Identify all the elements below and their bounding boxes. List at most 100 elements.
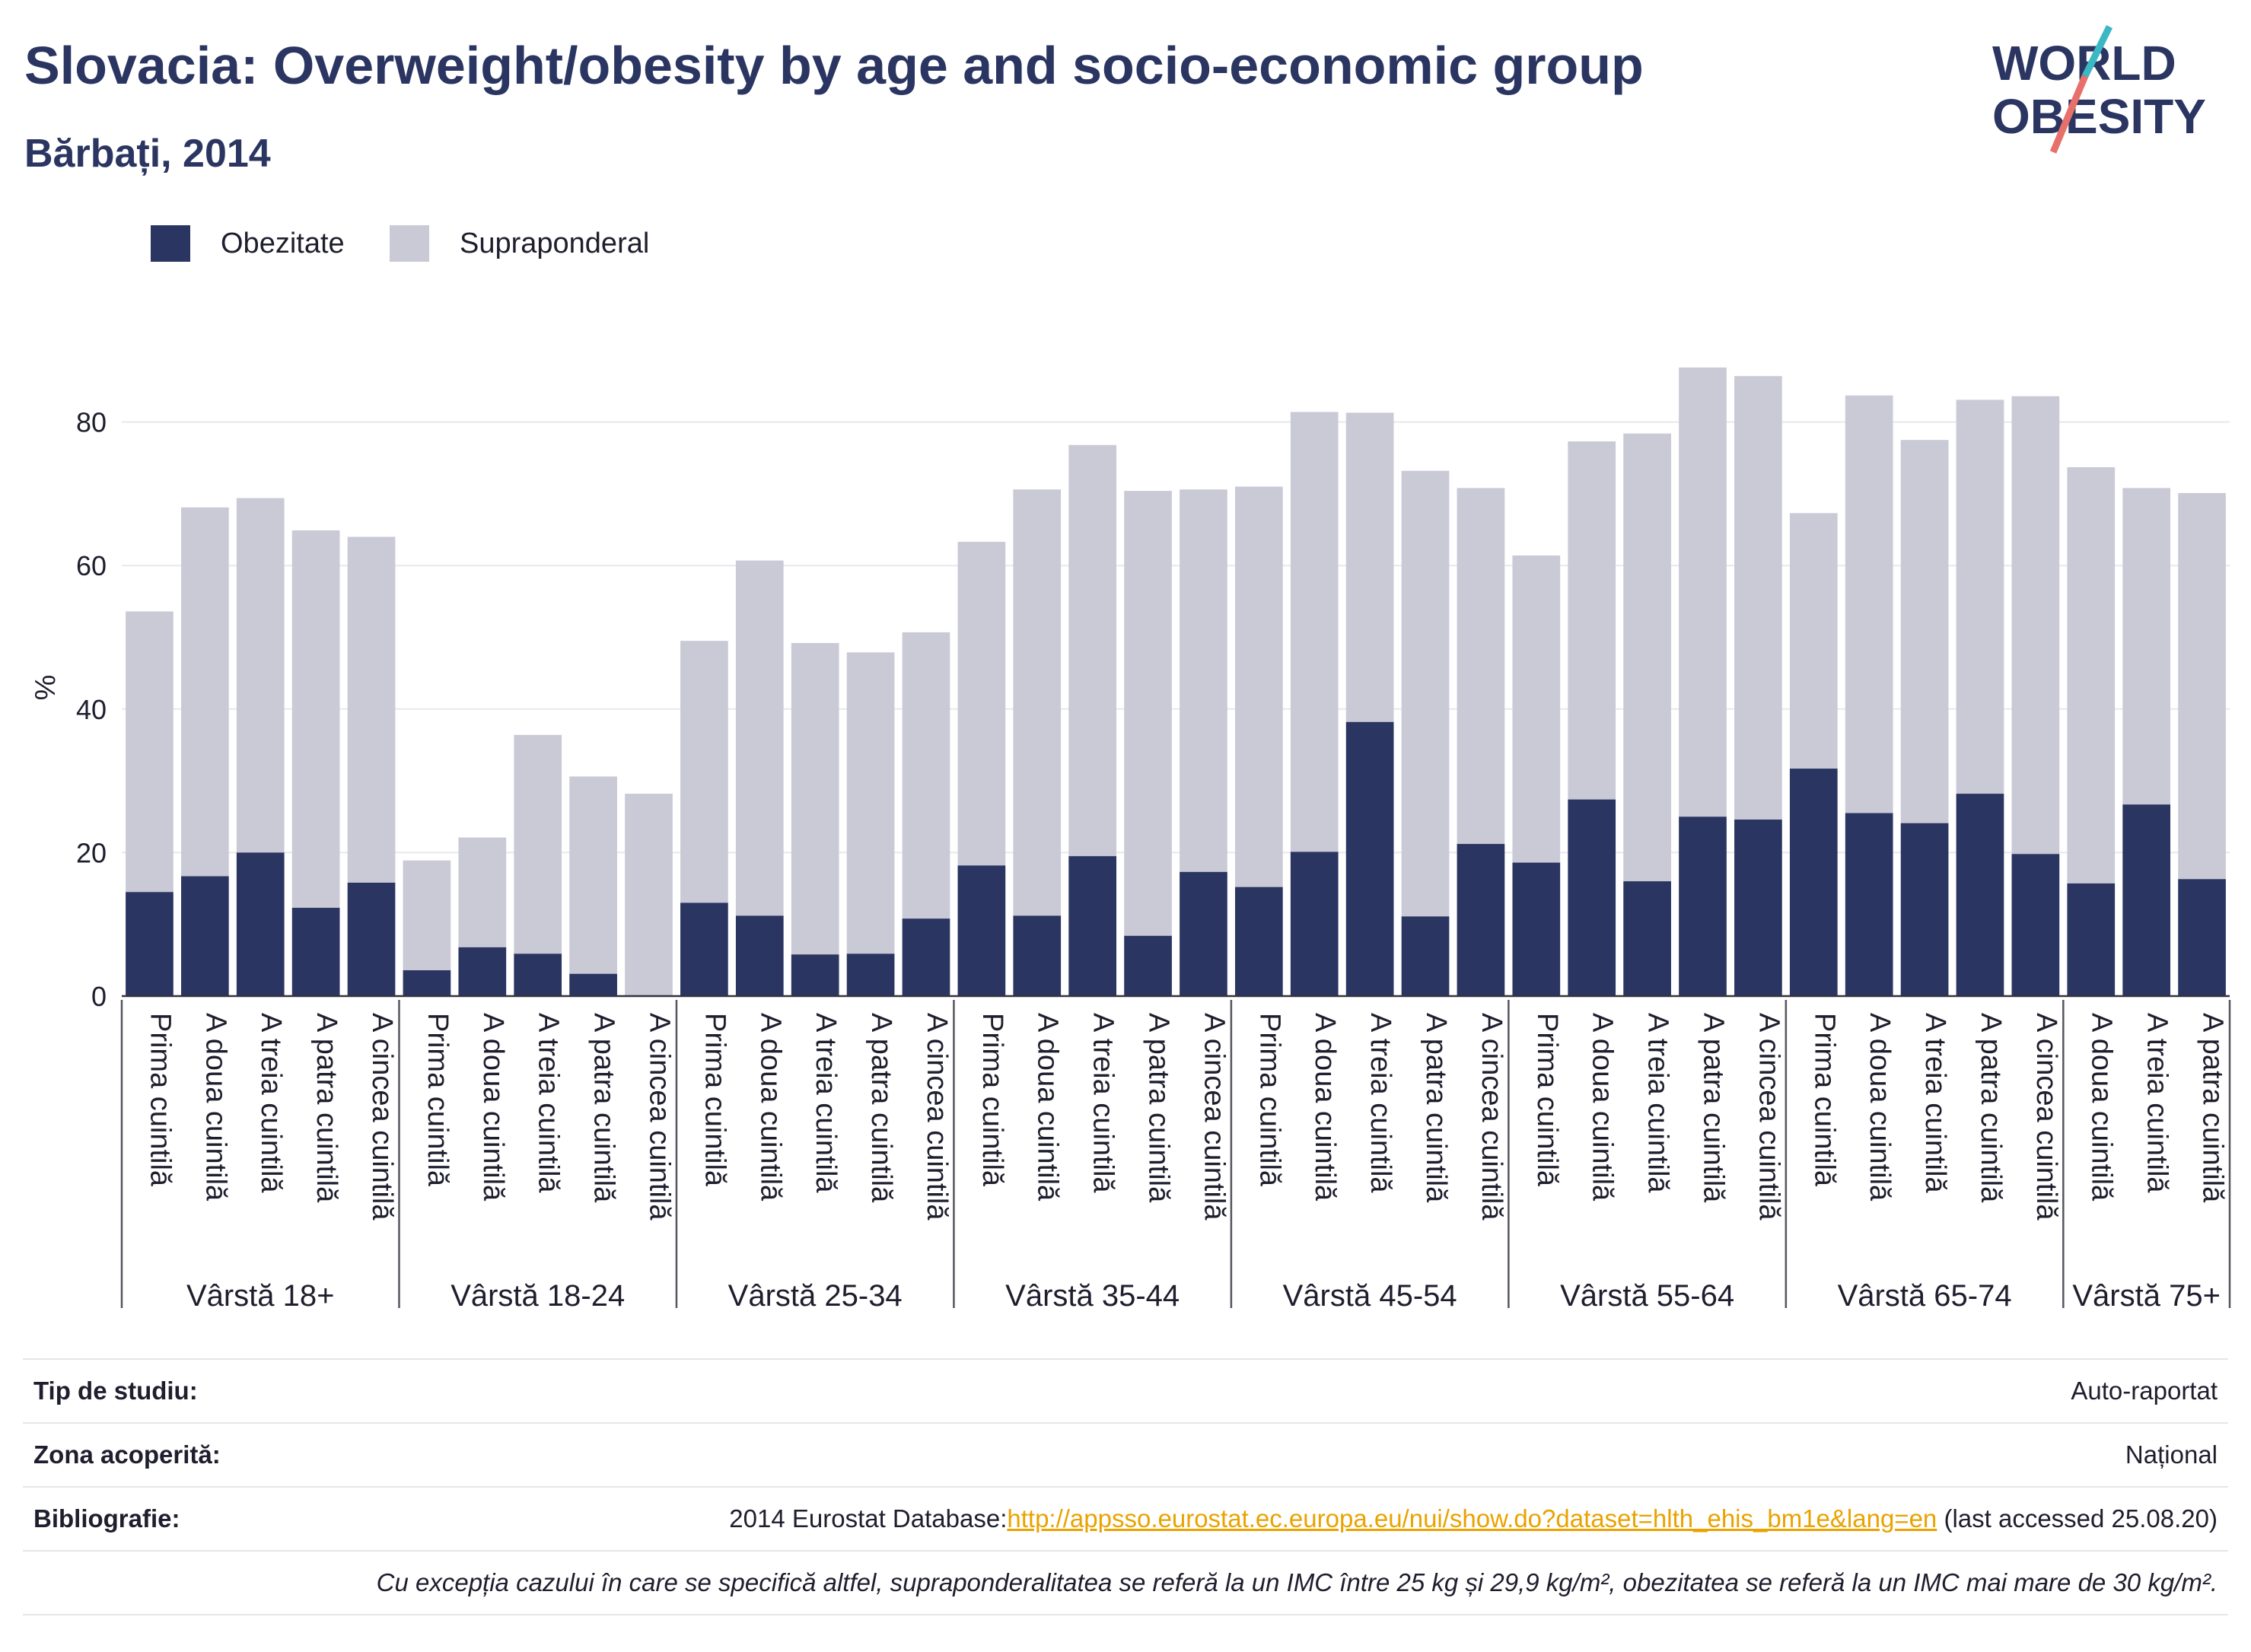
- x-category-label: A patra cuintilă: [588, 1013, 620, 1203]
- bar-obesity: [957, 865, 1006, 996]
- x-category-label: Prima cuintilă: [144, 1013, 176, 1187]
- info-row-note: Cu excepția cazului în care se specifică…: [23, 1552, 2228, 1615]
- y-tick-label: 40: [76, 694, 107, 725]
- x-group-label: Vârstă 18-24: [451, 1279, 625, 1313]
- x-category-label: A cincea cuintilă: [1198, 1013, 1230, 1221]
- bar-obesity: [791, 954, 839, 996]
- x-category-label: A doua cuintilă: [754, 1013, 786, 1202]
- bibliography-prefix: 2014 Eurostat Database:: [729, 1504, 1008, 1533]
- bar-overweight: [680, 641, 728, 903]
- x-group-label: Vârstă 65-74: [1838, 1279, 2012, 1313]
- bar-obesity: [846, 953, 895, 996]
- x-category-label: A cincea cuintilă: [1476, 1013, 1508, 1221]
- bar-obesity: [902, 918, 950, 996]
- x-category-label: A doua cuintilă: [199, 1013, 231, 1202]
- legend-swatch-obesity: [151, 225, 190, 262]
- x-category-label: Prima cuintilă: [976, 1013, 1008, 1187]
- bar-obesity: [1734, 820, 1782, 996]
- bar-overweight: [1234, 486, 1283, 887]
- bar-overweight: [1401, 470, 1450, 917]
- bar-obesity: [1068, 856, 1117, 996]
- x-category-label: A treia cuintilă: [255, 1013, 287, 1193]
- logo-slash-coral: [2049, 75, 2089, 154]
- bar-overweight: [625, 794, 673, 996]
- bar-overweight: [1734, 376, 1782, 820]
- bar-obesity: [2011, 854, 2060, 996]
- area-value: Național: [2125, 1440, 2218, 1469]
- bar-obesity: [1345, 721, 1394, 996]
- bar-obesity: [126, 892, 174, 996]
- bar-overweight: [347, 536, 396, 883]
- y-tick-label: 80: [76, 407, 107, 438]
- bar-overweight: [1845, 395, 1893, 813]
- logo-line2: OBESITY: [1992, 89, 2206, 144]
- y-tick-label: 60: [76, 550, 107, 581]
- bar-obesity: [569, 973, 617, 996]
- x-category-label: Prima cuintilă: [699, 1013, 731, 1187]
- bar-obesity: [680, 902, 728, 996]
- bibliography-link[interactable]: http://appsso.eurostat.ec.europa.eu/nui/…: [1007, 1504, 1937, 1533]
- x-category-label: Prima cuintilă: [422, 1013, 454, 1187]
- x-category-label: A patra cuintilă: [865, 1013, 897, 1203]
- x-category-label: A doua cuintilă: [1587, 1013, 1619, 1202]
- bar-overweight: [1290, 412, 1339, 852]
- bar-obesity: [1180, 871, 1227, 996]
- x-category-label: A treia cuintilă: [1919, 1013, 1951, 1193]
- bar-obesity: [403, 970, 451, 996]
- study-type-label: Tip de studiu:: [33, 1377, 198, 1405]
- bar-overweight: [957, 542, 1006, 866]
- logo-slash-teal: [2081, 25, 2113, 78]
- x-category-label: A doua cuintilă: [1309, 1013, 1341, 1202]
- bar-overweight: [1457, 488, 1505, 845]
- x-group-label: Vârstă 45-54: [1283, 1279, 1457, 1313]
- x-category-label: A patra cuintilă: [1975, 1013, 2007, 1203]
- x-group-label: Vârstă 18+: [186, 1279, 335, 1313]
- x-group-label: Vârstă 25-34: [728, 1279, 903, 1313]
- bar-overweight: [1623, 433, 1671, 882]
- bar-obesity: [2178, 879, 2226, 996]
- page-title: Slovacia: Overweight/obesity by age and …: [24, 36, 1644, 95]
- x-category-label: A treia cuintilă: [1364, 1013, 1396, 1193]
- bar-obesity: [2122, 804, 2171, 996]
- bar-obesity: [1845, 813, 1893, 996]
- info-row-area: Zona acoperită: Național: [23, 1424, 2228, 1488]
- bar-obesity: [735, 915, 784, 996]
- x-category-label: A doua cuintilă: [477, 1013, 509, 1202]
- bar-obesity: [514, 953, 562, 996]
- x-category-label: A doua cuintilă: [1032, 1013, 1064, 1202]
- bar-overweight: [1789, 513, 1838, 769]
- bar-overweight: [846, 652, 895, 954]
- bar-obesity: [1457, 844, 1505, 996]
- x-group-label: Vârstă 75+: [2072, 1279, 2221, 1313]
- x-category-label: A patra cuintilă: [1420, 1013, 1452, 1203]
- x-category-label: A treia cuintilă: [533, 1013, 565, 1193]
- bar-overweight: [1568, 441, 1616, 800]
- x-category-label: Prima cuintilă: [1253, 1013, 1285, 1187]
- bar-obesity: [1623, 881, 1671, 996]
- bar-obesity: [1234, 886, 1283, 996]
- bar-obesity: [458, 947, 507, 996]
- x-category-label: A cincea cuintilă: [2030, 1013, 2062, 1221]
- bar-overweight: [126, 611, 174, 893]
- bar-obesity: [1679, 816, 1727, 996]
- bar-overweight: [1900, 440, 1949, 823]
- bar-overweight: [902, 632, 950, 919]
- x-category-label: A cincea cuintilă: [643, 1013, 675, 1221]
- legend-label-overweight: Supraponderal: [460, 227, 650, 259]
- bar-obesity: [236, 852, 285, 996]
- bar-overweight: [403, 860, 451, 971]
- stacked-bar-chart: 0 20 40 60 80% Prima cuintilă A doua cuintilă A…: [30, 367, 2231, 1313]
- bar-overweight: [1124, 491, 1172, 936]
- x-category-label: A doua cuintilă: [1864, 1013, 1896, 1202]
- bar-obesity: [291, 908, 340, 996]
- bar-overweight: [180, 507, 229, 877]
- info-row-study-type: Tip de studiu: Auto-raportat: [23, 1358, 2228, 1424]
- x-category-label: A cincea cuintilă: [366, 1013, 398, 1221]
- legend-label-obesity: Obezitate: [221, 227, 345, 259]
- bar-overweight: [2011, 396, 2060, 855]
- bar-obesity: [2067, 883, 2116, 996]
- area-label: Zona acoperită:: [33, 1440, 221, 1469]
- x-category-label: A doua cuintilă: [2086, 1013, 2118, 1202]
- bar-obesity: [1013, 915, 1062, 996]
- y-axis-label: %: [30, 675, 62, 701]
